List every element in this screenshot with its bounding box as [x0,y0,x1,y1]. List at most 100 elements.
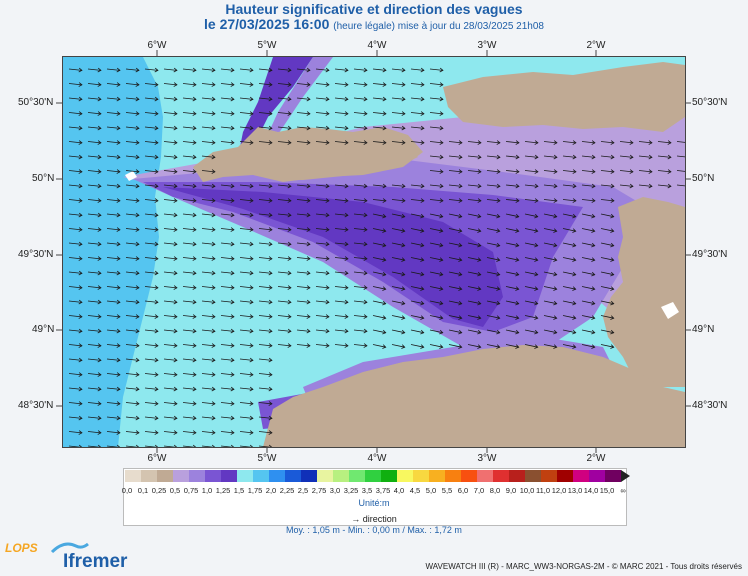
update-note: (heure légale) mise à jour du 28/03/2025… [333,21,544,32]
legend-value: 3,75 [375,486,391,495]
direction-arrow [277,270,292,276]
direction-arrow [144,430,159,435]
direction-arrow [467,154,482,160]
direction-arrow [562,315,577,320]
direction-arrow [220,241,235,247]
direction-arrow [87,430,102,435]
direction-arrow [106,415,121,421]
direction-arrow [182,444,197,447]
direction-arrow [353,183,368,189]
direction-arrow [87,299,102,305]
direction-arrow [144,256,159,261]
direction-arrow [68,125,83,131]
jersey-island [661,302,679,319]
direction-arrow [201,343,216,348]
land-devon [273,145,418,180]
direction-arrow [87,82,102,87]
direction-arrow [239,401,254,406]
direction-arrow [391,300,406,306]
direction-arrow [277,299,292,305]
direction-arrow [201,227,216,232]
direction-arrow [163,169,178,174]
legend-swatch [605,470,622,482]
direction-arrow [68,415,83,421]
direction-arrow [106,314,121,319]
map-title: Hauteur significative et direction des v… [225,1,523,17]
direction-arrow [524,169,539,174]
direction-arrow [467,257,482,262]
wave-map[interactable] [62,56,686,448]
direction-arrow [600,228,615,233]
direction-arrow [467,344,482,349]
direction-arrow [353,314,368,319]
direction-arrow [353,328,368,334]
legend-swatch [365,470,382,482]
direction-arrow [296,82,311,87]
legend-swatch [189,470,206,482]
direction-arrow [182,386,197,392]
direction-arrow [68,372,83,377]
direction-arrow [505,329,520,335]
direction-arrow [125,111,140,116]
direction-arrow [277,82,292,87]
direction-arrow [410,242,425,248]
direction-arrow [448,344,463,349]
direction-arrow [125,125,140,131]
direction-arrow [505,300,520,306]
direction-arrow [201,357,216,363]
direction-arrow [220,96,235,102]
legend-value: 1,25 [215,486,231,495]
direction-arrow [125,328,140,334]
direction-arrow [543,315,558,320]
direction-arrow [524,257,539,262]
legend-swatch [269,470,286,482]
lat-label-left-49: 49°N [32,324,55,335]
legend-swatch [413,470,430,482]
direction-arrow [505,257,520,262]
direction-arrow [315,125,330,131]
legend-swatch [253,470,270,482]
direction-arrow [353,285,368,290]
direction-arrow [353,227,368,232]
direction-arrow [334,328,349,334]
direction-arrow [429,169,444,174]
direction-arrow [106,386,121,392]
direction-arrow [600,183,615,189]
legend-value: 15,0 [599,486,615,495]
direction-arrow [277,343,292,348]
direction-arrow [182,125,197,131]
direction-arrow [277,198,292,203]
direction-arrow [144,401,159,406]
direction-arrow [486,213,501,219]
direction-arrow [391,242,406,248]
direction-arrow [505,198,520,203]
legend-value: 3,0 [329,486,341,495]
lon-label-top-3w: 3°W [477,40,497,51]
direction-arrow [182,198,197,203]
direction-arrow [106,198,121,203]
direction-arrow [144,154,159,160]
direction-arrow [220,198,235,203]
legend-swatch [589,470,606,482]
lops-logo: LOPS [5,541,38,555]
direction-arrow [429,300,444,306]
direction-arrow [87,96,102,102]
direction-arrow [543,242,558,248]
direction-arrow [258,343,273,348]
direction-arrow [258,198,273,203]
direction-arrow [600,329,615,335]
lon-label-top-2w: 2°W [586,40,606,51]
direction-arrow [543,228,558,233]
direction-arrow [163,357,178,363]
direction-arrow [239,198,254,203]
direction-arrow [163,96,178,102]
direction-arrow [334,343,349,348]
direction-arrow [163,198,178,203]
direction-arrow [125,343,140,348]
direction-arrow [429,111,444,116]
direction-arrow [201,372,216,377]
direction-arrow [372,125,387,131]
direction-arrow [315,285,330,290]
legend-swatch [445,470,462,482]
direction-arrow [315,212,330,218]
